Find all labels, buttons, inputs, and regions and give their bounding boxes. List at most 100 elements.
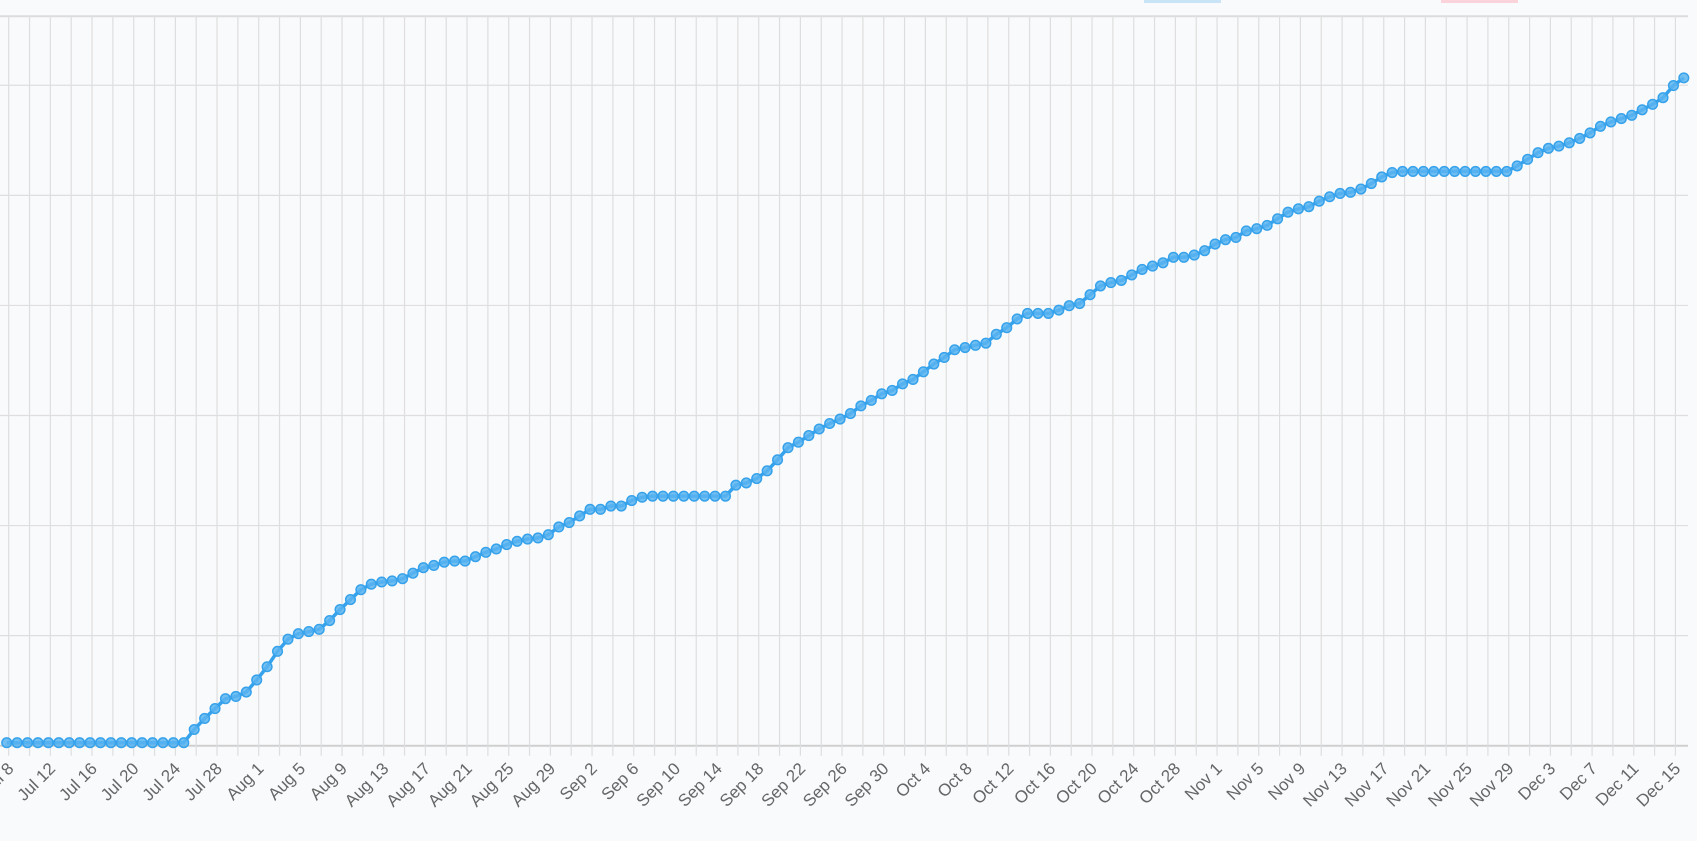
data-point bbox=[501, 539, 513, 551]
series bbox=[1, 72, 1690, 749]
data-point bbox=[657, 490, 669, 502]
x-tick-label: Oct 4 bbox=[892, 759, 934, 801]
data-point bbox=[1417, 165, 1429, 177]
data-point bbox=[1376, 171, 1388, 183]
data-point bbox=[1011, 313, 1023, 325]
data-point bbox=[605, 500, 617, 512]
data-point bbox=[1261, 219, 1273, 231]
data-point bbox=[115, 737, 127, 749]
data-point bbox=[126, 737, 138, 749]
data-point bbox=[1647, 98, 1659, 110]
data-point bbox=[1522, 153, 1534, 165]
x-tick-label: Aug 29 bbox=[508, 759, 560, 811]
data-point bbox=[1563, 137, 1575, 149]
data-point bbox=[21, 737, 34, 749]
data-point bbox=[1074, 297, 1086, 310]
data-point bbox=[1313, 195, 1325, 207]
data-point bbox=[1344, 186, 1357, 198]
x-tick-label: Jul 24 bbox=[139, 759, 185, 805]
x-tick-label: Nov 25 bbox=[1424, 759, 1476, 811]
data-point bbox=[1272, 213, 1284, 225]
x-tick-label: Dec 11 bbox=[1592, 759, 1643, 810]
x-tick-label: Nov 5 bbox=[1223, 759, 1268, 804]
data-point bbox=[219, 693, 232, 705]
data-point bbox=[94, 737, 107, 749]
data-point bbox=[386, 575, 398, 587]
data-point bbox=[751, 472, 763, 485]
data-point bbox=[563, 517, 575, 529]
x-tick-label: Sep 22 bbox=[758, 759, 810, 811]
data-point bbox=[230, 690, 242, 703]
data-point bbox=[792, 436, 804, 448]
data-point bbox=[1292, 203, 1304, 215]
data-point bbox=[146, 737, 159, 749]
data-point bbox=[1449, 165, 1461, 177]
data-point bbox=[834, 413, 846, 425]
data-point bbox=[865, 394, 877, 406]
data-point bbox=[1251, 223, 1263, 235]
data-point bbox=[1365, 177, 1377, 190]
x-tick-label: Sep 10 bbox=[633, 759, 685, 811]
data-point bbox=[1167, 251, 1179, 263]
data-point bbox=[396, 573, 409, 585]
data-point bbox=[1324, 191, 1336, 203]
x-tick-label: Aug 25 bbox=[466, 759, 518, 811]
data-point bbox=[1636, 104, 1648, 116]
data-point bbox=[1386, 166, 1398, 179]
data-point bbox=[761, 465, 773, 477]
data-point bbox=[1678, 72, 1690, 84]
data-point bbox=[428, 559, 440, 572]
data-point bbox=[63, 737, 75, 749]
data-point bbox=[42, 737, 54, 749]
legend-swatch-blue bbox=[1144, 0, 1221, 3]
x-tick-label: Aug 21 bbox=[424, 759, 476, 811]
data-point bbox=[292, 628, 304, 640]
x-tick-label: Sep 2 bbox=[556, 759, 601, 804]
x-tick-label: Jul 12 bbox=[14, 759, 60, 805]
data-point bbox=[542, 529, 554, 541]
data-point bbox=[636, 491, 648, 503]
x-tick-label: Oct 24 bbox=[1094, 759, 1143, 808]
data-point bbox=[303, 625, 315, 638]
x-tick-label: Dec 15 bbox=[1633, 759, 1685, 811]
x-tick-label: Oct 20 bbox=[1052, 759, 1101, 808]
data-point bbox=[740, 477, 752, 489]
data-point bbox=[1615, 113, 1627, 125]
data-point bbox=[157, 737, 169, 749]
data-point bbox=[959, 341, 971, 354]
data-point bbox=[667, 490, 679, 502]
data-point bbox=[1532, 147, 1544, 159]
data-point bbox=[1657, 92, 1669, 104]
data-point bbox=[1511, 160, 1523, 172]
data-point bbox=[1407, 165, 1419, 177]
data-point bbox=[897, 378, 909, 390]
data-point bbox=[1157, 257, 1169, 269]
data-point bbox=[1094, 280, 1107, 292]
x-tick-label: Nov 21 bbox=[1383, 759, 1435, 811]
data-point bbox=[251, 674, 263, 686]
data-point bbox=[730, 479, 742, 491]
data-point bbox=[167, 737, 179, 749]
data-point bbox=[188, 723, 200, 736]
data-point bbox=[313, 623, 325, 635]
data-point bbox=[84, 737, 96, 749]
data-point bbox=[574, 510, 586, 522]
data-point bbox=[907, 373, 919, 386]
data-point bbox=[1219, 234, 1232, 246]
data-point bbox=[1022, 307, 1034, 319]
data-point bbox=[719, 490, 732, 502]
data-point bbox=[1115, 274, 1127, 286]
data-point bbox=[11, 737, 23, 749]
x-tick-label: Nov 13 bbox=[1299, 759, 1351, 811]
data-point bbox=[688, 490, 700, 502]
data-point bbox=[1574, 132, 1586, 144]
data-point bbox=[490, 543, 502, 555]
data-point bbox=[1084, 289, 1096, 301]
data-point bbox=[1053, 304, 1065, 316]
data-point bbox=[1490, 165, 1502, 177]
x-tick-label: Sep 18 bbox=[716, 759, 768, 811]
data-point bbox=[553, 521, 565, 533]
data-point bbox=[813, 423, 825, 435]
data-point bbox=[1469, 165, 1482, 177]
